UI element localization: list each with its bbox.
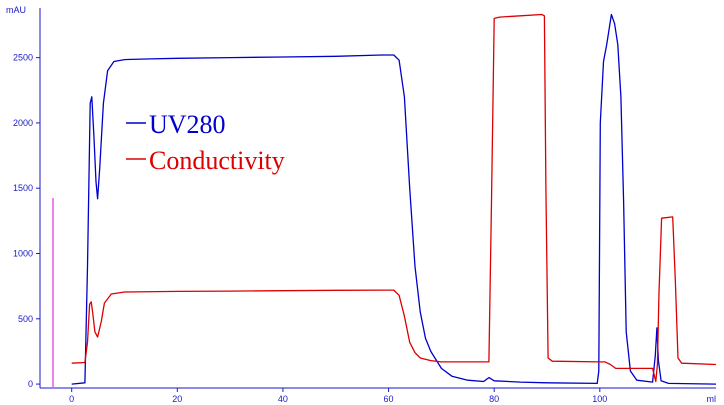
- y-tick-label: 1500: [13, 183, 33, 193]
- x-tick-label: 80: [489, 394, 499, 404]
- y-ticks: 0 500 1000 1500 2000 2500: [13, 53, 40, 389]
- x-ticks: 0 20 40 60 80 100: [69, 388, 607, 404]
- series-line-conductivity: [71, 13, 717, 383]
- series-line-uv280: [71, 13, 717, 385]
- x-tick-label: 100: [592, 394, 607, 404]
- x-tick-label: 40: [278, 394, 288, 404]
- x-tick-label: 0: [69, 394, 74, 404]
- y-tick-label: 2500: [13, 53, 33, 63]
- legend-item-conductivity: Conductivity: [126, 146, 285, 175]
- y-tick-label: 1000: [13, 248, 33, 258]
- series-layer: [71, 13, 717, 385]
- legend-label-uv280: UV280: [149, 110, 226, 139]
- legend: UV280 Conductivity: [126, 110, 285, 175]
- axes: mAU ml 0 500 1000 1500 2000 2500 0 20 40 60 80 100: [6, 5, 716, 404]
- y-tick-label: 0: [28, 379, 33, 389]
- x-tick-label: 20: [172, 394, 182, 404]
- legend-label-conductivity: Conductivity: [149, 146, 285, 175]
- y-tick-label: 2000: [13, 118, 33, 128]
- y-tick-label: 500: [18, 314, 33, 324]
- legend-item-uv280: UV280: [126, 110, 226, 139]
- y-axis-unit-label: mAU: [6, 5, 26, 15]
- x-tick-label: 60: [384, 394, 394, 404]
- x-axis-unit-label: ml: [707, 394, 717, 404]
